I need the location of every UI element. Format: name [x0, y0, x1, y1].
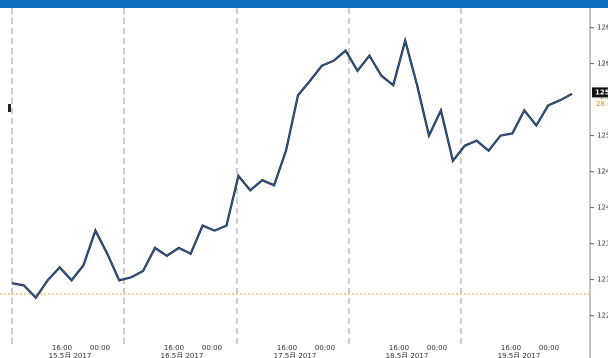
- x-time-label: 00:00: [539, 344, 559, 352]
- y-tick-label: 1235: [597, 240, 608, 248]
- x-time-label: 00:00: [315, 344, 335, 352]
- y-tick-label: 1240: [597, 204, 608, 212]
- price-line-shadow: [11, 36, 573, 300]
- change-value: 28.00: [596, 100, 608, 108]
- x-time-label: 00:00: [90, 344, 110, 352]
- top-bar: [0, 0, 608, 8]
- y-tick-label: 1260: [597, 60, 608, 68]
- y-tick-label: 1250: [597, 132, 608, 140]
- last-price-box: [592, 87, 608, 98]
- x-day-label: 17.5月 2017: [274, 352, 317, 358]
- x-time-label: 16:00: [501, 344, 521, 352]
- x-time-label: 16:00: [389, 344, 409, 352]
- x-day-label: 18.5月 2017: [386, 352, 429, 358]
- x-time-label: 16:00: [277, 344, 297, 352]
- y-tick-label: 1245: [597, 168, 608, 176]
- price-line: [11, 38, 573, 299]
- x-time-label: 16:00: [52, 344, 72, 352]
- last-price-label: 1256: [595, 88, 608, 96]
- x-day-label: 16.5月 2017: [161, 352, 204, 358]
- y-tick-label: 1265: [597, 24, 608, 32]
- x-day-label: 19.5月 2017: [498, 352, 541, 358]
- y-tick-label: 1230: [597, 276, 608, 284]
- x-time-label: 16:00: [164, 344, 184, 352]
- y-tick-label: 1225: [597, 312, 608, 320]
- x-time-label: 00:00: [202, 344, 222, 352]
- x-time-label: 00:00: [427, 344, 447, 352]
- x-day-label: 15.5月 2017: [49, 352, 92, 358]
- left-marker: [8, 104, 11, 112]
